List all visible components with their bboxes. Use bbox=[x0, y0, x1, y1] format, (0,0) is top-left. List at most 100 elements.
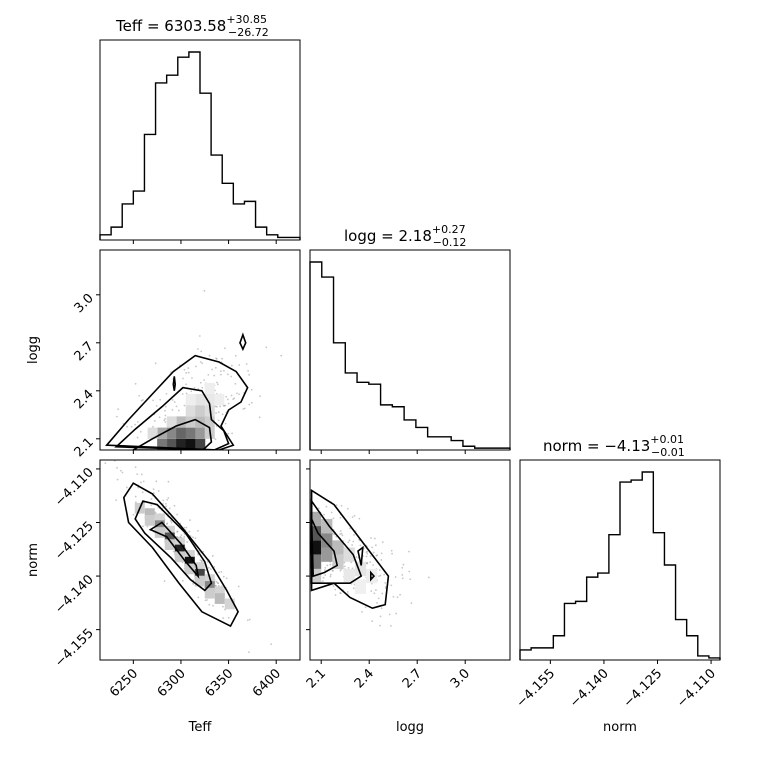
scatter-point bbox=[171, 399, 174, 401]
scatter-point bbox=[322, 580, 324, 582]
scatter-point bbox=[165, 505, 168, 508]
scatter-point bbox=[214, 438, 217, 441]
scatter-point bbox=[401, 574, 404, 576]
scatter-point bbox=[221, 357, 223, 360]
density-cell bbox=[214, 593, 225, 604]
scatter-point bbox=[215, 357, 217, 360]
density-cell bbox=[354, 561, 366, 577]
scatter-point bbox=[366, 561, 369, 564]
scatter-point bbox=[134, 501, 137, 504]
scatter-point bbox=[189, 519, 191, 522]
density-cell bbox=[176, 438, 187, 450]
scatter-point bbox=[164, 417, 166, 420]
scatter-point bbox=[206, 599, 208, 601]
scatter-point bbox=[331, 569, 334, 572]
scatter-point bbox=[185, 372, 188, 374]
x-tick-label-logg: 2.7 bbox=[400, 666, 425, 691]
panel-hist-norm bbox=[519, 471, 721, 660]
scatter-point bbox=[132, 513, 135, 516]
scatter-point bbox=[192, 536, 194, 539]
scatter-point bbox=[163, 580, 166, 582]
scatter-point bbox=[238, 364, 241, 366]
scatter-point bbox=[372, 564, 375, 566]
scatter-point bbox=[164, 502, 167, 505]
density-cell bbox=[174, 544, 185, 556]
scatter-point bbox=[185, 383, 188, 386]
scatter-point bbox=[373, 537, 376, 540]
density-cell bbox=[204, 394, 215, 406]
scatter-point bbox=[183, 368, 186, 371]
scatter-point bbox=[226, 398, 229, 401]
scatter-point bbox=[187, 367, 190, 369]
scatter-point bbox=[218, 571, 221, 574]
scatter-point bbox=[195, 365, 197, 368]
scatter-point bbox=[199, 381, 202, 384]
scatter-point bbox=[334, 588, 337, 591]
scatter-point bbox=[339, 530, 342, 533]
frame-hist-norm bbox=[519, 459, 721, 661]
scatter-point bbox=[196, 348, 199, 350]
frame-norm-vs-teff bbox=[99, 459, 301, 661]
scatter-point bbox=[408, 550, 410, 553]
scatter-point bbox=[159, 398, 162, 401]
density-cell bbox=[321, 518, 333, 534]
scatter-point bbox=[390, 549, 393, 552]
scatter-point bbox=[339, 516, 342, 519]
y-tick-label-logg: 2.7 bbox=[72, 339, 97, 364]
scatter-point bbox=[339, 569, 342, 572]
scatter-point bbox=[248, 403, 251, 406]
contour-line bbox=[114, 386, 230, 450]
ylabel-norm: norm bbox=[26, 543, 41, 577]
scatter-point bbox=[136, 421, 139, 423]
scatter-point bbox=[373, 592, 376, 595]
scatter-point bbox=[217, 584, 220, 587]
density-cell bbox=[366, 568, 378, 584]
frame-hist-teff bbox=[99, 39, 301, 241]
scatter-point bbox=[384, 581, 387, 584]
scatter-point bbox=[139, 430, 142, 433]
contour-line bbox=[122, 482, 240, 628]
scatter-point bbox=[224, 422, 227, 425]
scatter-point bbox=[370, 537, 372, 539]
scatter-point bbox=[388, 613, 391, 616]
scatter-point bbox=[203, 379, 206, 381]
scatter-point bbox=[121, 471, 124, 474]
scatter-point bbox=[399, 593, 402, 596]
x-tick-label-Teff: 6250 bbox=[107, 666, 141, 700]
scatter-point bbox=[243, 407, 246, 410]
scatter-point bbox=[167, 480, 170, 483]
scatter-point bbox=[190, 390, 193, 393]
scatter-point bbox=[220, 570, 223, 573]
scatter-point bbox=[378, 575, 380, 578]
density-cell bbox=[195, 427, 206, 439]
scatter-point bbox=[115, 415, 118, 418]
scatter-point bbox=[140, 399, 143, 402]
panel-logg-vs-teff bbox=[105, 289, 283, 450]
y-tick-label-norm: −4.125 bbox=[52, 519, 97, 564]
scatter-point bbox=[166, 498, 169, 501]
scatter-point bbox=[346, 591, 349, 593]
scatter-point bbox=[188, 530, 191, 533]
scatter-point bbox=[347, 566, 350, 569]
scatter-point bbox=[186, 541, 189, 543]
scatter-point bbox=[378, 569, 381, 572]
scatter-point bbox=[265, 346, 268, 349]
density-cell bbox=[174, 551, 185, 563]
scatter-point bbox=[212, 604, 214, 607]
scatter-point bbox=[119, 469, 122, 472]
scatter-point bbox=[222, 369, 225, 372]
density-cell bbox=[204, 416, 215, 428]
scatter-point bbox=[226, 373, 229, 376]
scatter-point bbox=[374, 544, 377, 547]
contour-line bbox=[105, 354, 249, 450]
x-tick-label-norm: −4.155 bbox=[514, 666, 559, 711]
scatter-point bbox=[352, 540, 355, 543]
scatter-point bbox=[166, 522, 169, 525]
scatter-point bbox=[150, 498, 153, 500]
scatter-point bbox=[408, 570, 411, 573]
scatter-point bbox=[238, 393, 241, 396]
scatter-point bbox=[370, 590, 373, 593]
scatter-point bbox=[381, 541, 384, 544]
scatter-point bbox=[213, 374, 216, 377]
scatter-point bbox=[372, 551, 375, 554]
